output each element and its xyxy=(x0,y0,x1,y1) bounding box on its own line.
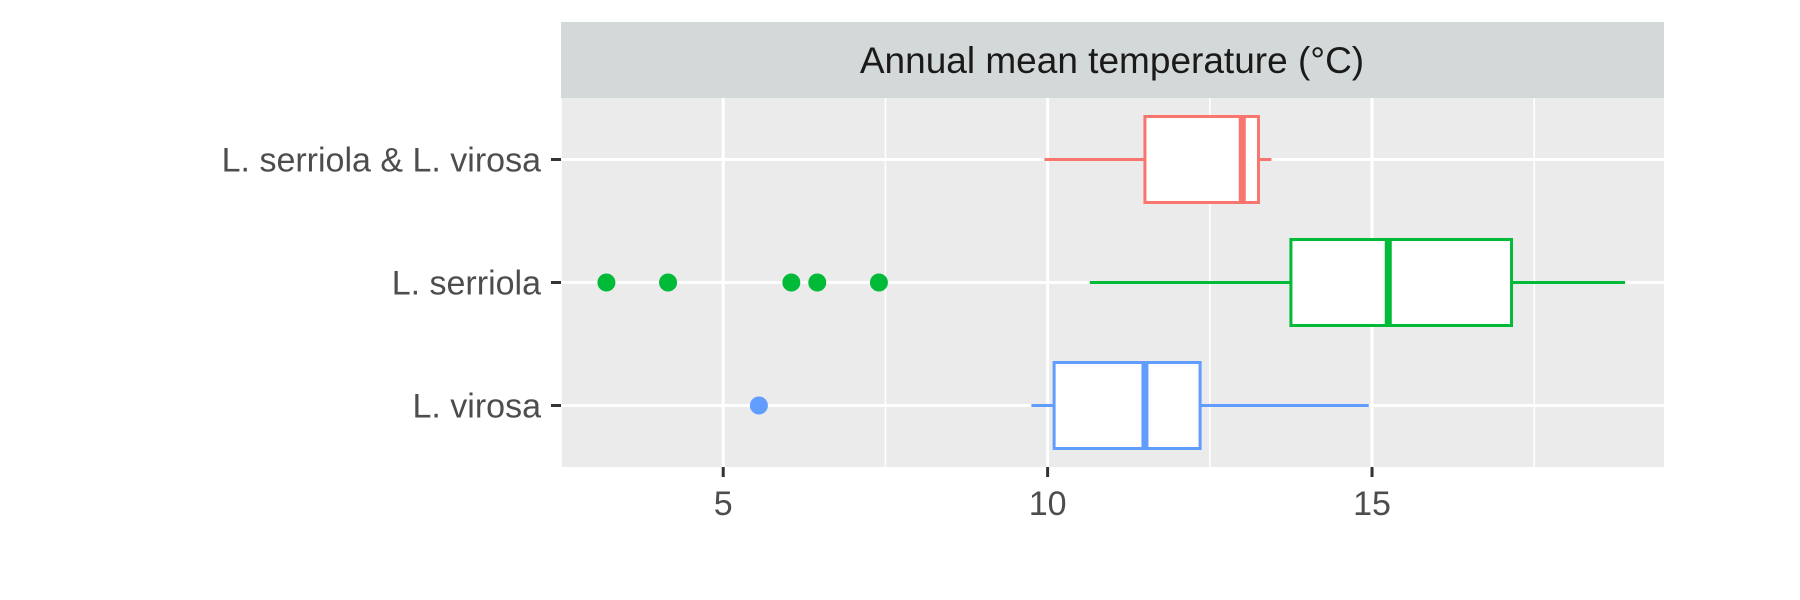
x-tick-label: 5 xyxy=(714,485,733,523)
strip-background xyxy=(561,22,1664,98)
y-tick-label: L. serriola & L. virosa xyxy=(222,142,541,180)
box xyxy=(1052,361,1202,450)
x-axis: 5 10 15 xyxy=(714,467,1391,523)
outlier-point xyxy=(659,273,678,292)
outlier-point xyxy=(808,273,827,292)
y-tick-label: L. serriola xyxy=(392,265,541,303)
y-axis: L. serriola & L. virosa L. serriola L. vir… xyxy=(222,142,561,426)
box-marks xyxy=(597,115,1626,450)
x-tick-label: 10 xyxy=(1029,485,1067,523)
outlier-point xyxy=(869,273,888,292)
x-tick-label: 15 xyxy=(1353,485,1391,523)
box xyxy=(1289,238,1514,327)
y-tick-label: L. virosa xyxy=(413,388,542,426)
outlier-point xyxy=(782,273,801,292)
strip-label: Annual mean temperature (°C) xyxy=(860,40,1364,81)
outlier-point xyxy=(597,273,616,292)
outlier-point xyxy=(749,396,768,415)
